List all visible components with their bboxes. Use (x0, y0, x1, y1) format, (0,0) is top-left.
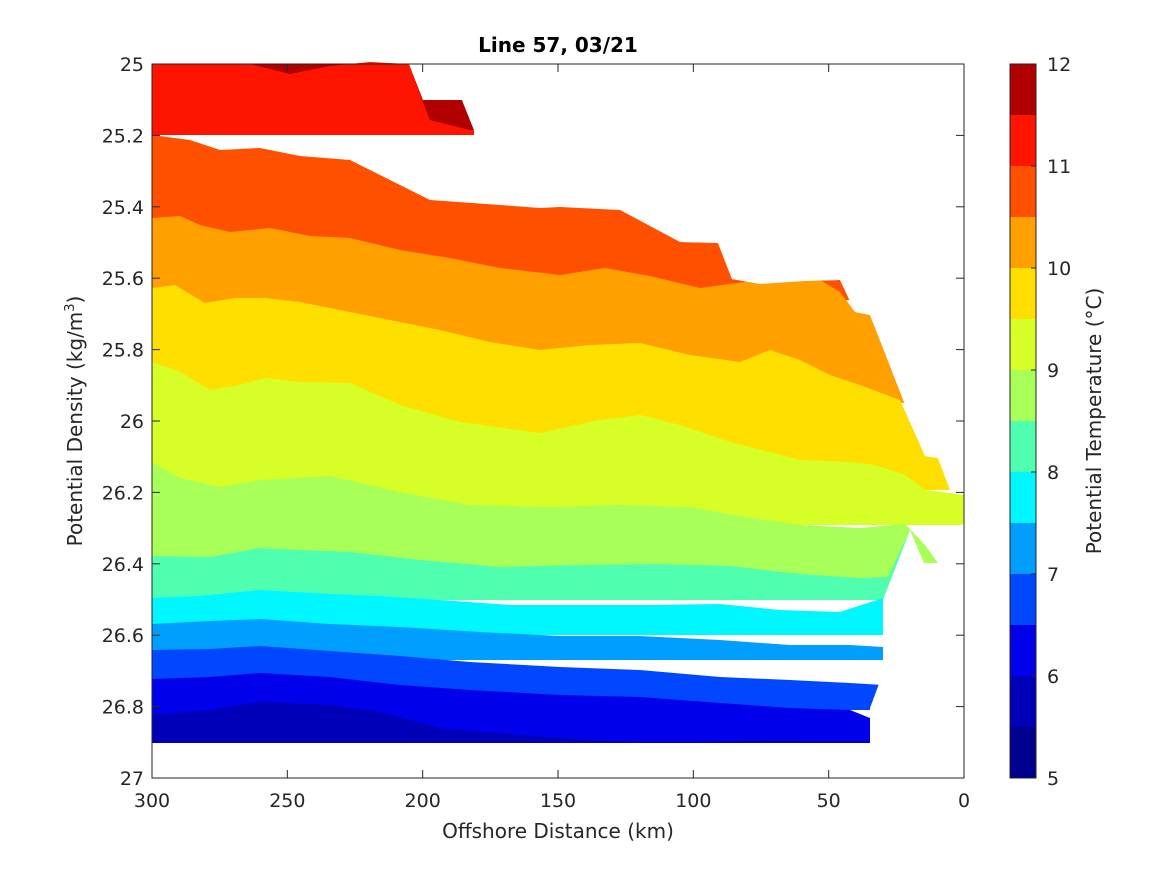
colorbar-tick-label: 5 (1047, 768, 1059, 790)
y-axis-label: Potential Density (kg/m3) (63, 296, 87, 547)
x-tick-label: 300 (134, 790, 170, 812)
colorbar-tick-label: 8 (1047, 462, 1059, 484)
colorbar (1009, 63, 1037, 779)
colorbar-swatch (1010, 166, 1036, 217)
x-tick-label: 150 (540, 790, 576, 812)
contour-band-11-11.5 (152, 62, 474, 135)
colorbar-swatch (1010, 472, 1036, 523)
y-tick-label: 26.6 (102, 625, 144, 647)
colorbar-swatch (1010, 625, 1036, 676)
y-axis-label-superscript: 3 (63, 303, 78, 311)
contour-band-7.5-8 (152, 590, 883, 635)
no-data-top-right (409, 64, 964, 493)
y-axis-label-close: ) (63, 296, 87, 304)
x-tick-label: 50 (817, 790, 841, 812)
x-tick-label: 200 (405, 790, 441, 812)
colorbar-frame (1009, 63, 1037, 779)
colorbar-swatch (1010, 319, 1036, 370)
colorbar-swatch (1010, 268, 1036, 319)
y-axis: 25 25.2 25.4 25.6 25.8 26 26.2 26.4 26.6 26.8 27 (102, 54, 964, 790)
x-tick-label: 0 (958, 790, 970, 812)
y-tick-label: 26 (120, 411, 144, 433)
y-tick-label: 25.8 (102, 340, 144, 362)
colorbar-swatch (1010, 676, 1036, 727)
y-tick-label: 25.4 (102, 197, 144, 219)
colorbar-swatch (1010, 523, 1036, 574)
y-tick-label: 26.2 (102, 482, 144, 504)
no-data-bottom-right (152, 520, 964, 778)
plot-area (151, 62, 965, 779)
chart-title: Line 57, 03/21 (478, 33, 638, 57)
colorbar-swatch (1010, 574, 1036, 625)
y-tick-label: 26.8 (102, 697, 144, 719)
contour-band-8-8.5 (152, 530, 910, 600)
colorbar-tick-label: 6 (1047, 666, 1059, 688)
colorbar-swatch (1010, 421, 1036, 472)
colorbar-tick-label: 11 (1047, 156, 1071, 178)
y-tick-label: 25 (120, 54, 144, 76)
y-tick-label: 27 (120, 768, 144, 790)
contour-bands (152, 62, 964, 743)
y-axis-label-main: Potential Density (kg/m (63, 312, 87, 547)
colorbar-ticks: 5 6 7 8 9 10 11 12 (1031, 54, 1071, 790)
contour-band-7-7.5 (152, 619, 883, 660)
colorbar-swatch (1010, 217, 1036, 268)
colorbar-tick-label: 7 (1047, 564, 1059, 586)
colorbar-label: Potential Temperature (°C) (1082, 288, 1106, 555)
colorbar-swatch (1010, 115, 1036, 166)
colorbar-tick-label: 12 (1047, 54, 1071, 76)
no-data-mask (152, 64, 964, 778)
x-tick-label: 250 (269, 790, 305, 812)
colorbar-swatch (1010, 370, 1036, 421)
x-axis-label: Offshore Distance (km) (442, 819, 674, 843)
x-axis: 300 250 200 150 100 50 0 (134, 64, 970, 812)
colorbar-tick-label: 10 (1047, 258, 1071, 280)
x-tick-label: 100 (675, 790, 711, 812)
colorbar-swatch (1010, 64, 1036, 115)
contour-band-5.5-6 (152, 702, 870, 743)
y-tick-label: 25.6 (102, 268, 144, 290)
colorbar-swatch (1010, 727, 1036, 778)
y-tick-label: 26.4 (102, 554, 144, 576)
y-tick-label: 25.2 (102, 125, 144, 147)
colorbar-tick-label: 9 (1047, 360, 1059, 382)
